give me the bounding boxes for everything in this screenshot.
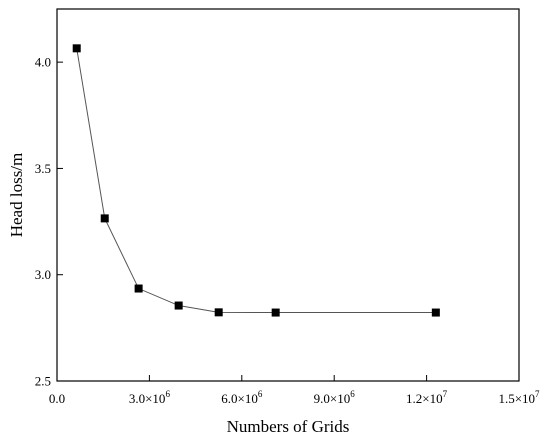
x-tick-label: 3.0×106 xyxy=(129,389,171,406)
x-axis: 0.0 3.0×106 6.0×106 9.0×106 1.2×107 1.5×107 xyxy=(49,375,540,406)
data-point xyxy=(271,308,280,317)
y-tick-label: 4.0 xyxy=(35,55,51,70)
y-axis: 2.5 3.0 3.5 4.0 xyxy=(35,55,63,389)
series-line xyxy=(76,48,436,314)
y-tick-label: 3.0 xyxy=(35,267,51,282)
x-axis-title: Numbers of Grids xyxy=(227,417,350,436)
x-tick-label: 0.0 xyxy=(49,391,65,406)
data-point xyxy=(431,308,440,317)
plot-frame xyxy=(56,8,520,382)
x-tick-label: 1.2×107 xyxy=(406,389,448,406)
x-tick-label: 6.0×106 xyxy=(221,389,263,406)
data-point xyxy=(134,284,143,293)
data-point xyxy=(214,308,223,317)
x-tick-label: 9.0×106 xyxy=(314,389,356,406)
data-point xyxy=(100,214,109,223)
series-layer xyxy=(72,44,440,317)
x-tick-label: 1.5×107 xyxy=(498,389,540,406)
y-tick-label: 3.5 xyxy=(35,161,51,176)
data-point xyxy=(72,44,81,53)
data-point xyxy=(174,301,183,310)
y-axis-title: Head loss/m xyxy=(7,153,26,238)
y-tick-label: 2.5 xyxy=(35,374,51,389)
